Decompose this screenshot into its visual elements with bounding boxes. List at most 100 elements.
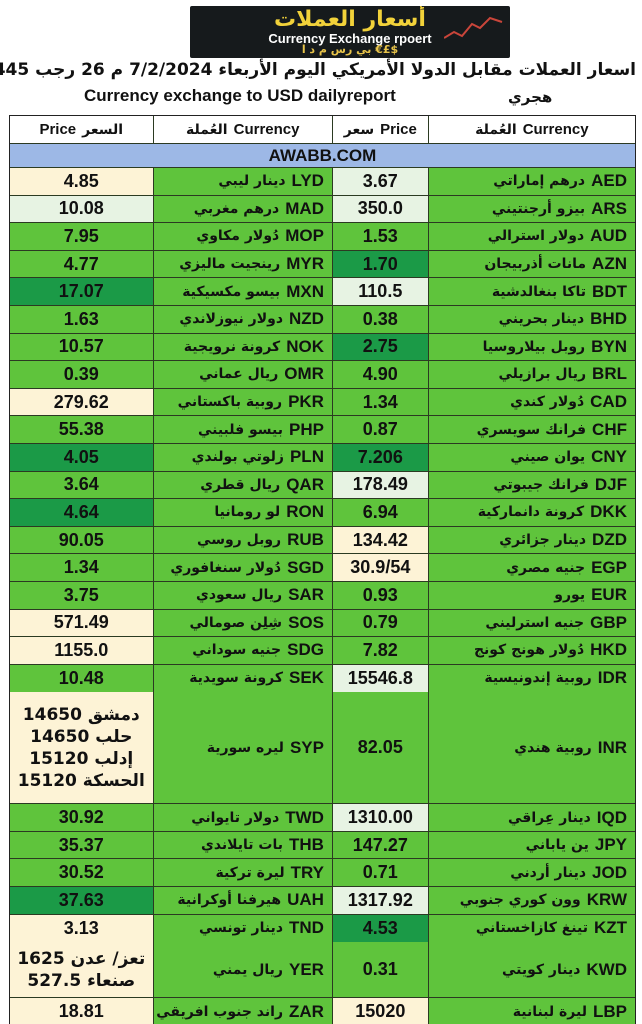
currency-code: PKR <box>288 392 324 412</box>
currency-code: SEK <box>289 668 324 688</box>
currency-name: دينار أردني <box>510 864 587 881</box>
price-cell: 10.57 <box>10 333 154 361</box>
yer-price-line: صنعاء 527.5 <box>27 970 136 991</box>
price-cell: 4.90 <box>332 361 429 388</box>
currency-code: SGD <box>287 557 324 577</box>
currency-cell: روبية هندي INR <box>429 692 635 803</box>
price-cell: 1310.00 <box>332 804 429 831</box>
price-cell: 3.75 <box>10 581 154 609</box>
header-currency2-en: Currency <box>522 121 589 138</box>
table-row: 30.52 ليرة تركية TRY 0.71 دينار أردني JOD <box>10 859 635 888</box>
currency-name: درهم إماراتي <box>493 173 586 190</box>
currency-code: SAR <box>288 585 324 605</box>
price-cell: 1.53 <box>332 223 429 250</box>
site-name: AWABB.COM <box>268 145 377 165</box>
currency-cell: دولار نيوزلاندي NZD <box>154 305 333 333</box>
syp-price-line: إدلب 15120 <box>29 748 134 769</box>
report-title-arabic: اسعار العملات مقابل الدولا الأمريكي اليو… <box>0 60 636 80</box>
currency-code: PHP <box>289 419 324 439</box>
currency-code: BHD <box>590 309 627 329</box>
currency-code: BYN <box>591 336 627 356</box>
currency-code: RON <box>286 502 324 522</box>
currency-name: ين ياباني <box>525 837 589 854</box>
price-cell: 7.206 <box>332 443 429 471</box>
currency-name: تاكا بنغالدشية <box>491 283 587 300</box>
currency-code: BRL <box>592 364 627 384</box>
currency-name: لو رومانيا <box>214 504 281 521</box>
price-cell: 7.82 <box>332 637 429 664</box>
currency-code: YER <box>289 959 324 979</box>
table-row: 55.38 بيسو فلبيني PHP 0.87 فرانك سويسري CHF <box>10 416 635 444</box>
currency-cell: ريال سعودي SAR <box>154 581 333 609</box>
currency-cell: ريال عماني OMR <box>154 361 333 388</box>
price-cell: 18.81 <box>10 998 154 1024</box>
price-cell: 10.08 <box>10 195 154 223</box>
price-cell: 1.70 <box>332 250 429 278</box>
header-currency2-ar: العُملة <box>475 121 517 138</box>
currency-cell: بيزو أرجنتيني ARS <box>429 196 635 223</box>
currency-name: بيزو أرجنتيني <box>491 200 586 217</box>
currency-name: دينار عِراقي <box>508 809 591 826</box>
currency-cell: دينار ليبي LYD <box>154 168 333 195</box>
table-row: 4.85 دينار ليبي LYD 3.67 درهم إماراتي AED <box>10 168 635 196</box>
header-price2-ar: سعر <box>343 121 375 138</box>
currency-code: INR <box>597 737 627 757</box>
header-currency-en: Currency <box>233 121 300 138</box>
syp-price-line: الحسكة 15120 <box>17 770 145 791</box>
currency-code: AED <box>591 171 627 191</box>
currency-cell: هيرفنا أوكرانية UAH <box>154 887 333 914</box>
report-hijri-label: هجري <box>508 88 553 106</box>
currency-code: OMR <box>284 364 324 384</box>
currency-name: درهم مغربي <box>193 200 280 217</box>
table-row-yer: تعز/ عدن 1625 صنعاء 527.5 ريال يمني YER … <box>10 942 635 999</box>
currency-name: روبل روسي <box>197 532 282 549</box>
currency-code: MXN <box>286 281 324 301</box>
table-row: 4.64 لو رومانيا RON 6.94 كرونة دانماركية DKK <box>10 499 635 527</box>
currency-code: MAD <box>285 198 324 218</box>
currency-table: Price السعر العُملة Currency سعر Price ا… <box>9 115 636 1024</box>
currency-name: جنيه مصري <box>506 559 586 576</box>
currency-name: فرانك جيبوتي <box>493 476 589 493</box>
currency-code: THB <box>289 835 324 855</box>
price-cell: 30.9/54 <box>332 554 429 581</box>
currency-name: ريال يمني <box>212 961 283 978</box>
currency-code: CAD <box>590 392 627 412</box>
currency-name: جنيه سوداني <box>192 642 282 659</box>
table-row: 10.48 كرونة سويدية SEK 15546.8 روبية إندونيس… <box>10 664 635 693</box>
price-cell: 1.63 <box>10 305 154 333</box>
currency-name: راند جنوب افريقي <box>156 1003 284 1020</box>
price-cell: 0.39 <box>10 361 154 388</box>
currency-name: ريال سعودي <box>196 587 283 604</box>
currency-cell: كرونة دانماركية DKK <box>429 499 635 526</box>
currency-code: ARS <box>591 198 627 218</box>
currency-name: بيسو مكسيكية <box>182 283 281 300</box>
price-cell: 0.38 <box>332 305 429 333</box>
currency-cell: ليرة لبنانية LBP <box>429 998 635 1024</box>
currency-code: QAR <box>286 474 324 494</box>
site-banner-row: AWABB.COM <box>10 144 635 168</box>
currency-code: SOS <box>288 612 324 632</box>
table-row: 37.63 هيرفنا أوكرانية UAH 1317.92 وون كوري ج… <box>10 887 635 915</box>
price-cell: 4.77 <box>10 250 154 278</box>
currency-code: GBP <box>590 612 627 632</box>
price-cell: 178.49 <box>332 471 429 499</box>
table-row: 35.37 بات تايلاندي THB 147.27 ين ياباني JPY <box>10 831 635 860</box>
currency-name: كرونة دانماركية <box>477 504 585 521</box>
price-cell: 1317.92 <box>332 887 429 914</box>
currency-cell: دينار جزائري DZD <box>429 527 635 554</box>
yer-price-line: تعز/ عدن 1625 <box>17 948 146 969</box>
currency-name: روبية باكستاني <box>177 394 283 411</box>
header-price2-en: Price <box>380 121 417 138</box>
price-cell: 6.94 <box>332 499 429 526</box>
currency-code: TWD <box>285 807 324 827</box>
table-row: 10.57 كرونة نرويجية NOK 2.75 روبل بيلاروسيا B… <box>10 333 635 362</box>
currency-name: زلوتي بولندي <box>191 449 284 466</box>
currency-cell: جنيه سوداني SDG <box>154 637 333 664</box>
table-row: 0.39 ريال عماني OMR 4.90 ريال برازيلي BRL <box>10 361 635 389</box>
currency-code: ZAR <box>289 1001 324 1021</box>
price-cell: 82.05 <box>333 692 429 804</box>
currency-cell: زلوتي بولندي PLN <box>154 443 333 471</box>
currency-name: دُولار كندي <box>510 394 585 411</box>
currency-code: DKK <box>590 502 627 522</box>
currency-code: CHF <box>592 419 627 439</box>
